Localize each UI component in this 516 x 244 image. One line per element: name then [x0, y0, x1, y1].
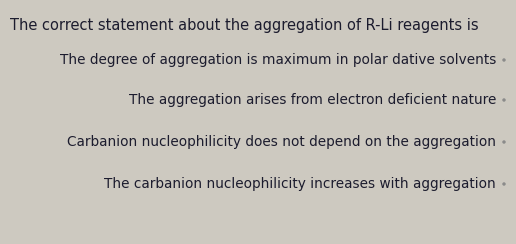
- Text: The correct statement about the aggregation of R-Li reagents is: The correct statement about the aggregat…: [10, 18, 479, 33]
- Text: The aggregation arises from electron deficient nature: The aggregation arises from electron def…: [128, 93, 496, 107]
- Text: The carbanion nucleophilicity increases with aggregation: The carbanion nucleophilicity increases …: [104, 177, 496, 191]
- Text: Carbanion nucleophilicity does not depend on the aggregation: Carbanion nucleophilicity does not depen…: [67, 135, 496, 149]
- Text: The degree of aggregation is maximum in polar dative solvents: The degree of aggregation is maximum in …: [60, 53, 496, 67]
